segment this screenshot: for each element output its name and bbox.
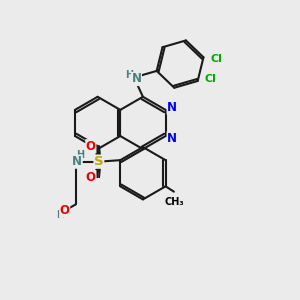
Text: N: N [167,101,177,114]
Text: H: H [125,70,134,80]
Text: N: N [131,73,141,85]
Text: H: H [76,150,84,160]
Text: S: S [94,155,104,168]
Text: H: H [56,210,64,220]
Text: O: O [86,140,96,153]
Text: N: N [167,132,177,145]
Text: CH₃: CH₃ [165,197,184,207]
Text: Cl: Cl [210,54,222,64]
Text: O: O [60,204,70,217]
Text: N: N [72,155,82,168]
Text: O: O [86,171,96,184]
Text: Cl: Cl [204,74,216,85]
